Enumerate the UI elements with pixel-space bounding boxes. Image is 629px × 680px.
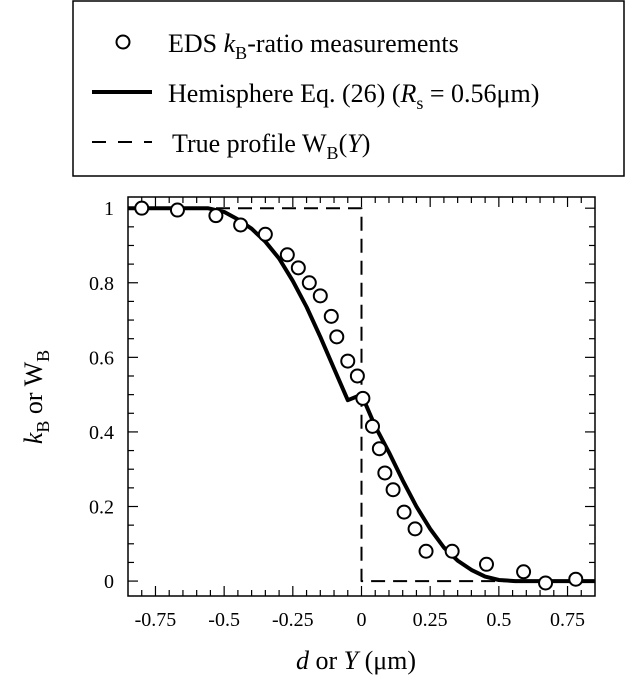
measurement-point — [373, 442, 386, 455]
measurement-point — [330, 330, 343, 343]
legend-text-part: True profile W — [172, 129, 327, 158]
legend-text-part: B — [235, 43, 247, 63]
measurement-point — [398, 506, 411, 519]
legend-entry-2: Hemisphere Eq. (26) (Rs = 0.56μm) — [168, 79, 539, 113]
legend-text-part: s — [416, 93, 423, 113]
legend-text-part: B — [327, 143, 339, 163]
measurement-point — [517, 565, 530, 578]
measurement-point — [341, 355, 354, 368]
measurement-point — [409, 522, 422, 535]
legend-text-part: ( — [339, 129, 348, 158]
legend-text-part: EDS — [168, 29, 224, 58]
x-tick-label: 0 — [357, 609, 367, 631]
legend-text-part: Hemisphere Eq. (26) ( — [168, 79, 400, 108]
measurement-point — [366, 420, 379, 433]
legend-text-part: R — [399, 79, 416, 108]
legend-marker-circle — [117, 36, 130, 49]
legend-text-part: ) — [362, 129, 371, 158]
x-axis-label-mid: or — [309, 646, 344, 675]
x-tick-label: -0.25 — [272, 609, 314, 631]
measurement-point — [420, 545, 433, 558]
y-tick-label: 0 — [104, 571, 114, 593]
measurement-point — [209, 209, 222, 222]
y-tick-label: 0.4 — [89, 422, 114, 444]
x-axis-label-var1: d — [296, 646, 310, 675]
measurement-point — [356, 392, 369, 405]
y-axis-label: kB or WB — [19, 350, 53, 444]
measurement-point — [234, 218, 247, 231]
x-tick-label: 0.25 — [413, 609, 448, 631]
legend-entry-3: True profile WB(Y) — [172, 129, 370, 163]
measurement-point — [539, 576, 552, 589]
x-tick-label: -0.5 — [208, 609, 240, 631]
y-axis-label-var: k — [19, 432, 48, 444]
measurement-point — [351, 369, 364, 382]
measurement-point — [569, 573, 582, 586]
measurement-point — [259, 228, 272, 241]
x-axis-label-unit: (μm) — [358, 646, 416, 675]
y-axis-label-sub2: B — [33, 350, 53, 362]
measurement-point — [314, 289, 327, 302]
plot-area — [128, 202, 595, 590]
y-tick-label: 0.8 — [89, 273, 114, 295]
legend-text-part: k — [224, 29, 236, 58]
measurement-point — [292, 261, 305, 274]
measurement-point — [303, 276, 316, 289]
y-axis-label-sub1: B — [33, 421, 53, 433]
measurement-point — [480, 558, 493, 571]
x-tick-label: -0.75 — [135, 609, 177, 631]
measurement-point — [378, 466, 391, 479]
axis-tick-labels: -0.75 -0.5 -0.25 0 0.25 0.5 0.75 0 0.2 0.4 0.6 0.8 1 — [89, 198, 585, 631]
measurement-point — [281, 248, 294, 261]
y-tick-label: 0.2 — [89, 497, 114, 519]
x-tick-label: 0.75 — [550, 609, 585, 631]
x-tick-label: 0.5 — [486, 609, 511, 631]
y-tick-label: 1 — [104, 198, 114, 220]
measurement-point — [171, 204, 184, 217]
measurement-point — [325, 310, 338, 323]
legend-text-part: = 0.56μm) — [423, 79, 539, 108]
measurement-point — [446, 545, 459, 558]
measurement-point — [135, 202, 148, 215]
y-axis-label-mid: or W — [19, 361, 48, 420]
x-axis-label: d or Y (μm) — [296, 646, 416, 675]
y-tick-label: 0.6 — [89, 347, 114, 369]
legend-text-part: -ratio measurements — [247, 29, 459, 58]
measurement-point — [387, 483, 400, 496]
legend-entry-1: EDS kB-ratio measurements — [168, 29, 459, 63]
